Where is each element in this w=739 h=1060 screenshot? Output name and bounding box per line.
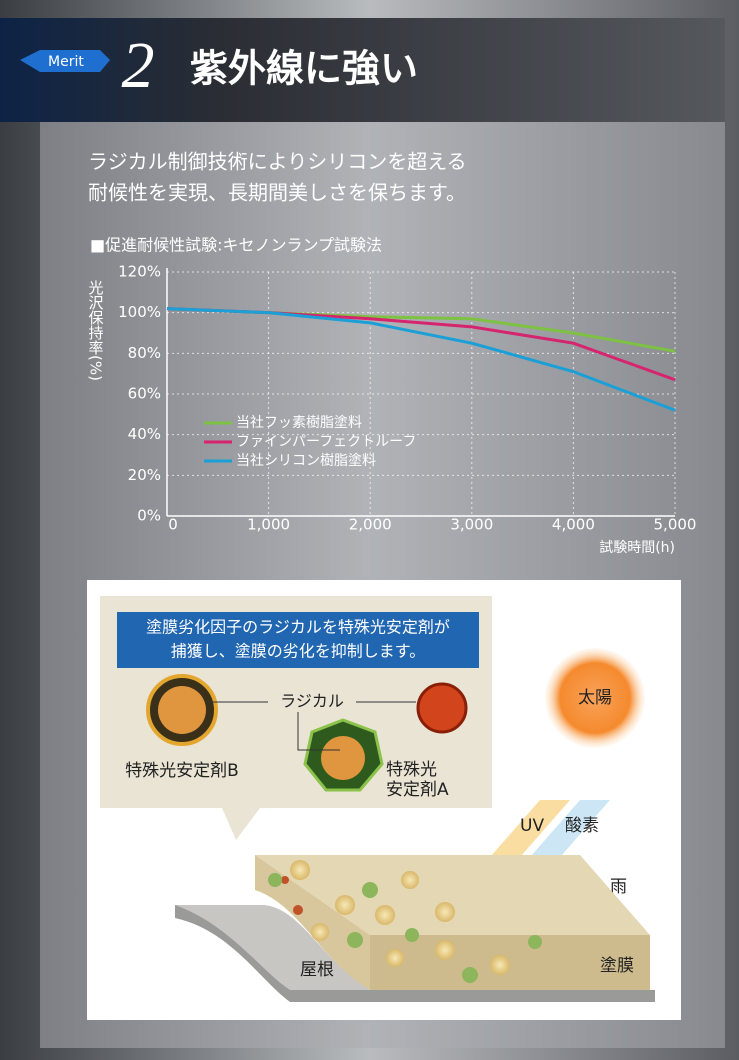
coating-side xyxy=(255,855,370,990)
x-tick-label: 3,000 xyxy=(450,516,493,534)
particle xyxy=(362,882,378,898)
description-line: ラジカル制御技術によりシリコンを超える xyxy=(88,150,467,174)
y-tick-label: 60% xyxy=(128,385,161,403)
particle xyxy=(293,905,303,915)
radical-core xyxy=(158,686,206,734)
particle xyxy=(375,905,395,925)
x-tick-label: 5,000 xyxy=(654,516,697,534)
particle xyxy=(290,860,310,880)
x-tick-label: 2,000 xyxy=(349,516,392,534)
legend-label: 当社フッ素樹脂塗料 xyxy=(236,414,362,431)
rain-label: 雨 xyxy=(610,877,627,897)
particle xyxy=(435,902,455,922)
particle xyxy=(490,955,510,975)
particle xyxy=(268,873,282,887)
particle xyxy=(311,923,329,941)
x-tick-label: 4,000 xyxy=(552,516,595,534)
caption-box xyxy=(117,612,479,668)
y-axis-label: 光沢保持率(%) xyxy=(87,280,105,381)
particle xyxy=(386,949,404,967)
coating-top xyxy=(255,855,650,935)
chart: 0% 20% 40% 60% 80% 100% 120% 0 1,000 2,000 3,000 4,… xyxy=(87,263,697,557)
radical-icon xyxy=(416,682,468,734)
particle xyxy=(281,876,289,884)
sun-label: 太陽 xyxy=(578,688,612,708)
y-tick-label: 80% xyxy=(128,344,161,362)
legend-label: ファインパーフェクトルーフ xyxy=(236,434,416,450)
chart-title: ■促進耐候性試験:キセノンランプ試験法 xyxy=(90,236,382,255)
particles xyxy=(268,860,542,983)
coating-label: 塗膜 xyxy=(600,955,634,976)
x-tick-label: 1,000 xyxy=(247,516,290,534)
oxygen-label: 酸素 xyxy=(565,816,599,836)
x-axis-label: 試験時間(h) xyxy=(599,540,675,556)
stabilizer-a-label: 安定剤A xyxy=(386,780,449,800)
particle xyxy=(462,967,478,983)
coating-front xyxy=(370,935,650,990)
y-tick-label: 0% xyxy=(137,507,161,525)
merit-label: Merit xyxy=(48,54,84,70)
particle xyxy=(401,871,419,889)
description-line: 耐候性を実現、長期間美しさを保ちます。 xyxy=(88,181,466,205)
particle xyxy=(335,895,355,915)
y-tick-label: 40% xyxy=(128,425,161,443)
series-line xyxy=(166,307,676,412)
header-title: 紫外線に強い xyxy=(190,46,418,91)
uv-label: UV xyxy=(520,816,544,836)
particle xyxy=(347,932,363,948)
radical-core xyxy=(321,736,365,780)
header-band xyxy=(0,18,725,122)
particle xyxy=(528,935,542,949)
stabilizer-b-label: 特殊光安定剤B xyxy=(125,761,239,781)
merit-number: 2 xyxy=(122,29,155,102)
particle xyxy=(405,928,419,942)
roof-label: 屋根 xyxy=(300,960,334,980)
stabilizer-a-label: 特殊光 xyxy=(386,760,437,780)
merit-badge xyxy=(20,50,110,72)
particle xyxy=(435,940,455,960)
caption-line: 塗膜劣化因子のラジカルを特殊光安定剤が xyxy=(146,618,450,637)
y-tick-label: 100% xyxy=(118,303,161,321)
y-tick-label: 20% xyxy=(128,466,161,484)
pointer-line xyxy=(297,712,340,751)
roof-surface xyxy=(175,905,370,990)
x-tick-label: 0 xyxy=(168,516,178,534)
y-tick-label: 120% xyxy=(118,263,161,281)
caption-line: 捕獲し、塗膜の劣化を抑制します。 xyxy=(171,642,425,661)
sun xyxy=(545,648,645,748)
legend-label: 当社シリコン樹脂塗料 xyxy=(236,452,376,469)
radical-label: ラジカル xyxy=(280,692,344,711)
